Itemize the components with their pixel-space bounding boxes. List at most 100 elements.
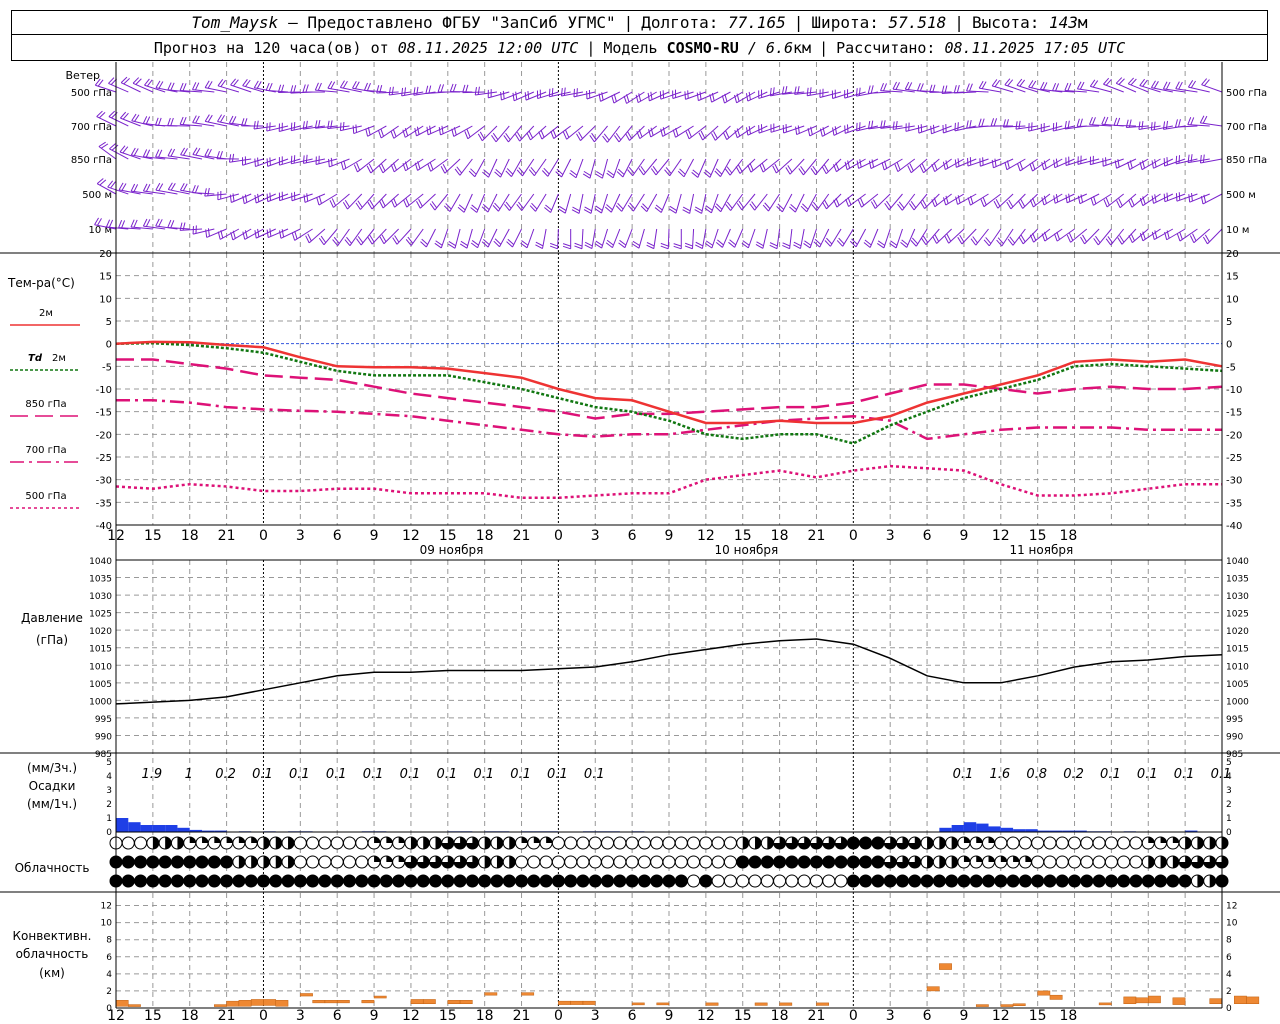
pressure-y-tick-right: 990 [1226,732,1243,742]
cloud-circle [527,855,541,869]
wind-barb-flag [1202,154,1205,163]
cloud-circle [588,855,602,869]
wind-barb-flag [390,130,395,139]
wind-barb-flag [1006,160,1010,169]
wind-barb-flag [904,81,910,90]
wind-barb-flag [725,203,732,211]
wind-barb-staff [481,125,498,142]
wind-barb-flag [98,141,106,147]
wind-barb-staff [1188,158,1210,164]
wind-barb-flag [253,121,256,130]
wind-barb-flag [627,169,634,177]
wind-barb-flag [970,195,974,204]
wind-barb-flag [492,205,499,212]
wind-barb-flag [217,231,221,240]
temp-y-tick-right: -30 [1226,476,1242,487]
forecast-prefix: Прогноз на 120 часа(ов) от [153,38,389,57]
wind-barb-flag [896,162,901,171]
wind-barb-flag [1190,117,1195,126]
wind-barb-staff [96,116,117,127]
wind-barb-flag [230,232,234,241]
cloud-fill [601,875,614,887]
wind-barb-flag [810,126,813,135]
wind-barb-flag [705,205,713,211]
wind-barb-flag [191,185,196,193]
wind-barb-flag [762,204,769,212]
wind-barb-staff [1043,158,1063,171]
wind-barb-staff [119,151,141,160]
precip-3h-amount: 0.1 [326,767,347,782]
hour-axis-top-tick-label: 3 [591,528,600,544]
wind-barb-flag [1069,233,1074,241]
wind-barb-flag [1004,78,1011,86]
wind-barb-staff [192,89,215,93]
wind-barb-staff [1151,87,1173,93]
wind-barb-flag [179,116,184,125]
wind-barb-flag [254,158,256,167]
wind-barb-staff [1153,158,1174,169]
wind-barb-flag [859,159,862,168]
wind-barb-staff [106,226,129,230]
conv-y-tick-left: 12 [101,902,112,912]
wind-barb-staff [739,158,756,174]
wind-barb-flag [748,91,751,100]
wind-barb-staff [143,190,166,195]
wind-barb-staff [1004,84,1026,93]
wind-barb-flag [1130,197,1135,206]
wind-barb-staff [1128,83,1149,93]
wind-barb-flag [772,87,775,96]
wind-barb-flag [784,86,788,95]
wind-barb-flag [219,151,223,159]
wind-barb-flag [133,184,139,192]
wind-barb-flag [132,77,140,84]
wind-barb-staff [167,226,190,230]
cloud-circle [355,855,369,869]
cloud-fill [343,875,356,887]
cloud-circle [699,836,713,850]
wind-barb-flag [684,242,693,247]
wind-barb-flag [795,126,798,135]
cloud-fill [509,856,516,868]
wind-barb-staff [1001,228,1014,247]
wind-barb-staff [917,90,940,93]
precip-3h-amount: 0.1 [363,767,384,782]
wind-barb-flag [844,161,848,170]
wind-barb-flag [807,128,811,137]
wind-barb-flag [684,91,686,100]
wind-barb-flag [981,81,987,89]
wind-barb-staff [649,91,670,102]
wind-barb-staff [168,189,190,195]
cloud-fill [386,836,393,843]
wind-barb-flag [922,199,928,207]
wind-barb-flag [379,200,384,209]
wind-barb-flag [742,240,750,246]
temp-legend-label: 850 гПа [25,399,66,410]
cloud-fill [404,875,417,887]
cloud-fill [202,837,209,843]
wind-barb-flag [1093,196,1097,204]
wind-barb-flag [613,135,620,143]
pressure-y-tick-right: 1010 [1226,662,1249,672]
conv-y-tick-left: 4 [106,970,112,980]
hour-axis-top-tick-label: 6 [333,528,342,544]
conv-bar [705,1002,719,1006]
wind-barb-flag [574,245,583,250]
wind-barb-flag [330,81,336,90]
wind-barb-flag [855,88,858,97]
wind-barb-staff [966,90,989,93]
wind-barb-flag [1129,160,1133,169]
wind-barb-flag [991,159,994,168]
conv-bar [1123,996,1137,1004]
wind-barb-flag [456,166,463,174]
wind-barb-flag [1103,77,1110,85]
wind-barb-staff [691,228,695,249]
wind-barb-flag [1163,193,1166,202]
precip-bar [165,825,178,832]
wind-barb-flag [317,82,322,91]
hour-axis-top-tick-label: 15 [144,528,162,544]
cloud-fill [1160,856,1167,868]
wind-barb-flag [231,153,235,162]
wind-barb-flag [98,111,106,119]
wind-barb-flag [921,163,927,172]
hour-axis-top-tick-label: 12 [992,528,1010,544]
